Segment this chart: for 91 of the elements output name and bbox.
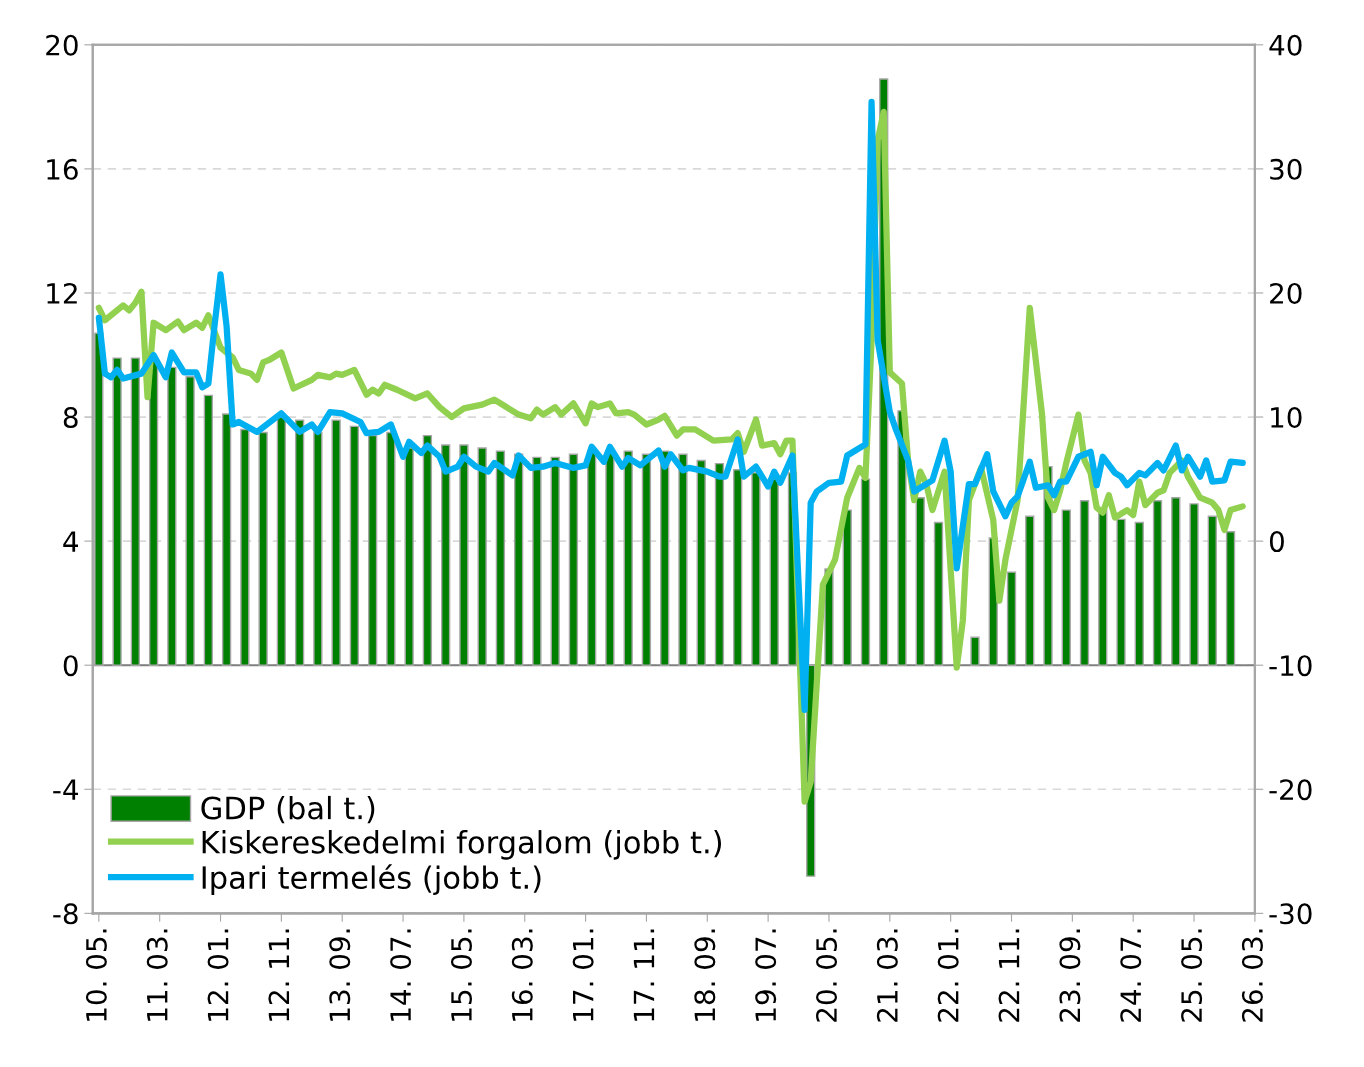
bar <box>349 425 360 666</box>
bar <box>294 419 305 666</box>
bar <box>240 428 250 666</box>
bar <box>331 419 341 666</box>
bar <box>167 366 177 666</box>
x-tick-label: 14. 07. <box>390 929 412 1021</box>
bar <box>1025 515 1035 666</box>
y2-tick-label: 10 <box>1271 406 1302 428</box>
y2-tick-label: -20 <box>1269 779 1312 801</box>
bar <box>714 462 725 666</box>
bar <box>477 447 487 666</box>
x-tick-label: 19. 07. <box>755 929 777 1021</box>
x-tick-label: 13. 09. <box>329 929 351 1021</box>
x-tick-label: 22. 11. <box>998 929 1020 1022</box>
legend-label: Kiskereskedelmi forgalom (jobb t.) <box>202 830 722 860</box>
x-tick-label: 20. 05. <box>816 929 838 1022</box>
bar <box>915 496 925 666</box>
x-tick-label: 24. 07. <box>1120 929 1142 1022</box>
bar <box>495 450 506 666</box>
bar <box>148 360 159 666</box>
bar <box>970 636 980 666</box>
bar <box>1098 509 1108 666</box>
bar <box>623 450 633 666</box>
y2-tick-label: 30 <box>1270 158 1302 180</box>
y-tick-label: 4 <box>63 531 78 552</box>
bar <box>386 431 396 666</box>
x-tick-label: 22. 01. <box>937 929 959 1022</box>
bar <box>1134 521 1144 666</box>
bar <box>769 478 779 666</box>
bar <box>696 459 706 666</box>
bar <box>1225 531 1236 666</box>
bar <box>1061 509 1071 666</box>
bar <box>112 357 122 666</box>
y2-tick-label: 0 <box>1269 531 1284 553</box>
legend-label: GDP (bal t.) <box>201 795 375 824</box>
bar <box>842 509 852 666</box>
y-tick-label: 0 <box>63 655 78 677</box>
y2-tick-label: -30 <box>1269 903 1312 925</box>
x-tick-label: 16. 03. <box>511 929 533 1021</box>
bar <box>1006 571 1017 666</box>
bar <box>660 450 670 666</box>
bar <box>1171 496 1181 666</box>
y-tick-label: 12 <box>47 282 77 304</box>
y2-tick-label: 20 <box>1270 282 1302 304</box>
bar <box>440 444 451 666</box>
bar <box>1152 500 1163 666</box>
bar <box>641 453 652 666</box>
bar <box>1189 503 1199 666</box>
bar <box>459 444 469 666</box>
bar <box>1079 500 1090 666</box>
y-tick-label: 8 <box>63 406 78 428</box>
bar <box>751 472 761 666</box>
x-tick-label: 25. 05. <box>1181 929 1203 1022</box>
x-tick-label: 12. 01. <box>207 929 229 1021</box>
y-tick-label: -8 <box>53 903 78 925</box>
legend-label: Ipari termelés (jobb t.) <box>202 864 541 896</box>
x-tick-label: 23. 09. <box>1059 929 1081 1022</box>
y-tick-label: 16 <box>47 158 78 180</box>
bar <box>550 456 560 666</box>
bar <box>130 357 140 666</box>
bar <box>733 469 743 666</box>
bar <box>678 453 688 666</box>
bar <box>1116 518 1126 666</box>
bar <box>367 434 378 666</box>
bar <box>313 431 323 666</box>
bar <box>933 521 944 666</box>
bar <box>276 416 287 666</box>
y-tick-label: -4 <box>53 779 78 800</box>
bar <box>568 453 579 666</box>
x-tick-label: 12. 11. <box>268 929 290 1021</box>
bar <box>1207 515 1217 666</box>
x-tick-label: 26. 03. <box>1241 929 1263 1022</box>
bar <box>532 456 542 666</box>
bar <box>203 394 214 666</box>
y-tick-label: 20 <box>46 34 78 56</box>
x-tick-label: 18. 09. <box>694 929 716 1021</box>
bar <box>422 434 433 666</box>
x-tick-label: 17. 01. <box>572 929 594 1021</box>
bar <box>860 478 871 666</box>
x-tick-label: 21. 03. <box>876 929 898 1022</box>
bar <box>514 453 524 666</box>
bar <box>221 413 232 666</box>
bar <box>185 376 195 666</box>
bar <box>404 447 414 666</box>
x-tick-label: 11. 03. <box>146 929 168 1021</box>
bar <box>258 431 268 666</box>
y2-tick-label: -10 <box>1269 655 1312 677</box>
x-tick-label: 10. 05. <box>85 929 107 1021</box>
x-tick-label: 17. 11. <box>633 929 655 1021</box>
y2-tick-label: 40 <box>1269 34 1302 56</box>
x-tick-label: 15. 05. <box>450 929 472 1021</box>
